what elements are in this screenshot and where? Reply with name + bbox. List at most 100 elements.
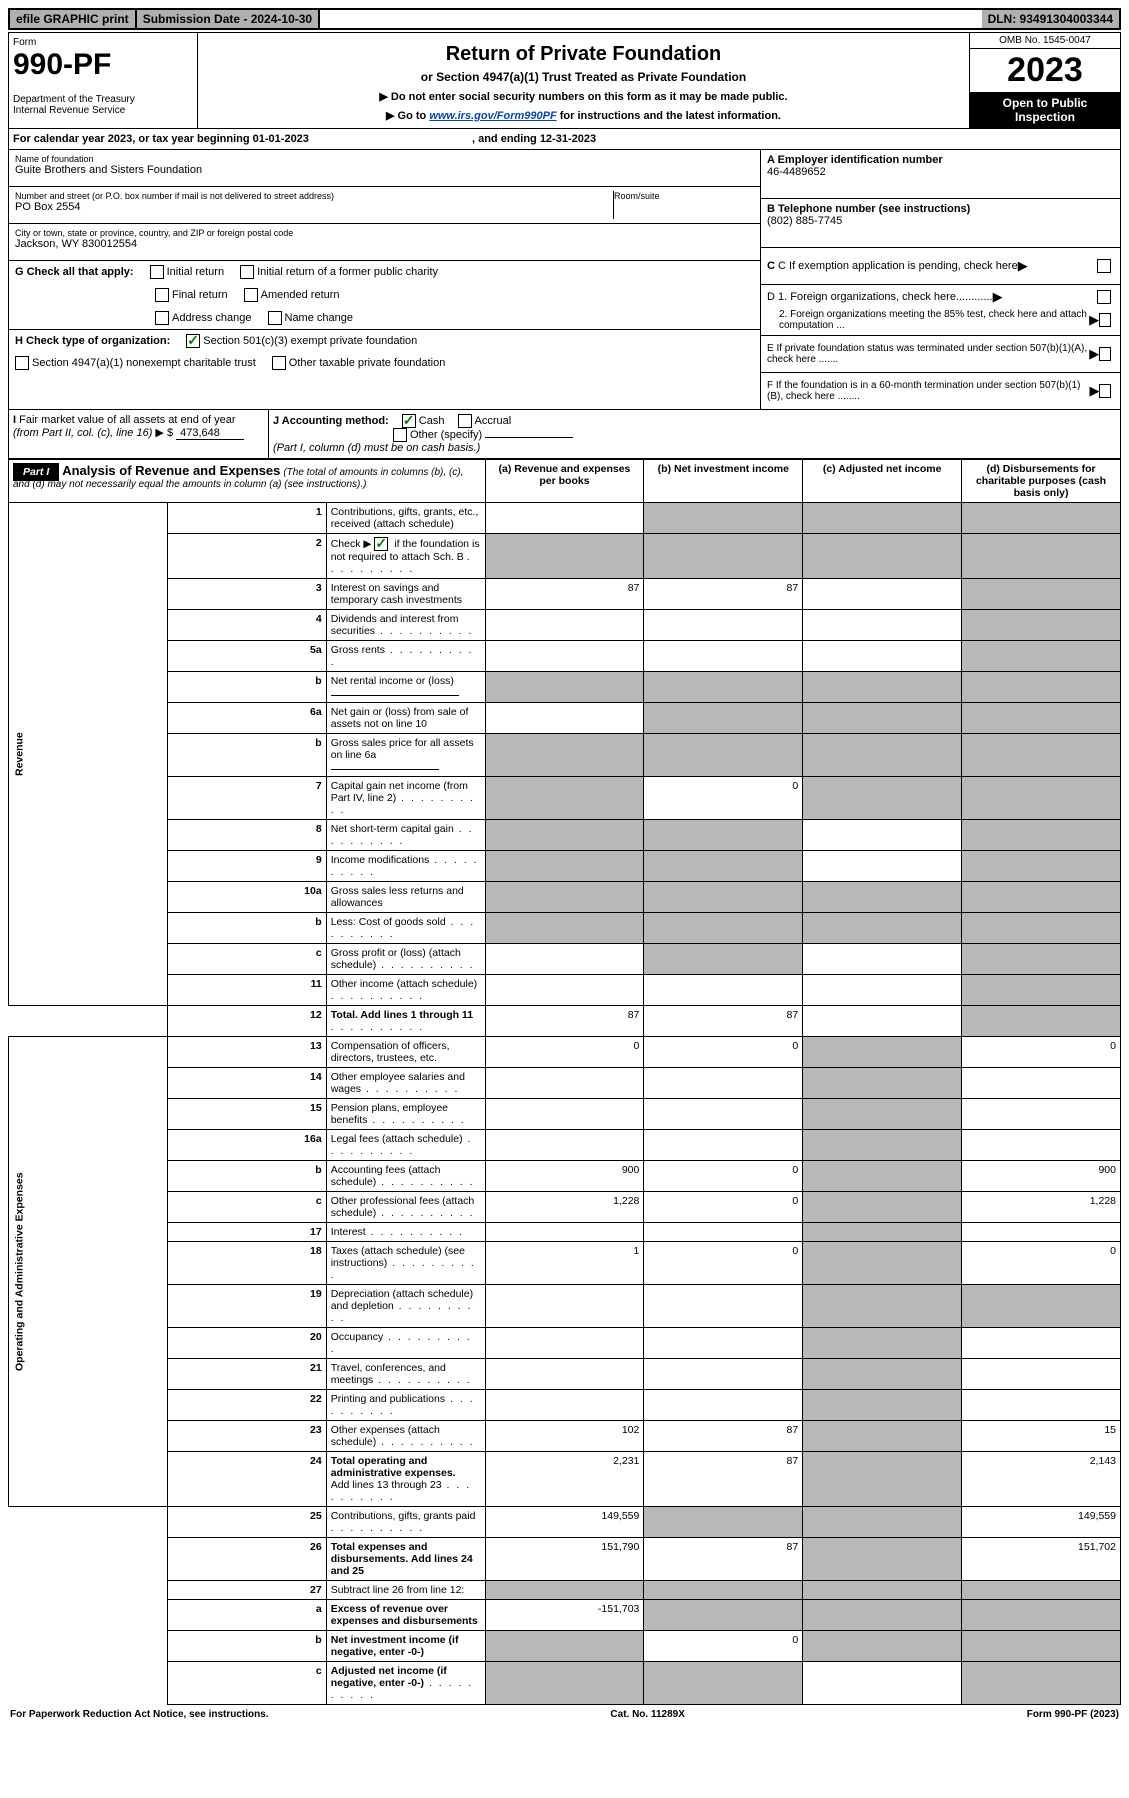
row-13: Compensation of officers, directors, tru… bbox=[326, 1037, 485, 1068]
tax-year: 2023 bbox=[970, 49, 1120, 92]
city: Jackson, WY 830012554 bbox=[15, 238, 754, 250]
footer: For Paperwork Reduction Act Notice, see … bbox=[8, 1707, 1121, 1722]
form-header: Form 990-PF Department of the Treasury I… bbox=[8, 32, 1121, 129]
col-c: (c) Adjusted net income bbox=[803, 460, 962, 503]
row-16b: Accounting fees (attach schedule) bbox=[326, 1161, 485, 1192]
row-27a: Excess of revenue over expenses and disb… bbox=[326, 1600, 485, 1631]
row-6a: Net gain or (loss) from sale of assets n… bbox=[326, 703, 485, 734]
fmv-row: I Fair market value of all assets at end… bbox=[8, 410, 1121, 459]
cb-d2[interactable] bbox=[1099, 313, 1111, 327]
dln: DLN: 93491304003344 bbox=[982, 10, 1119, 28]
phone: (802) 885-7745 bbox=[767, 215, 842, 227]
row-8: Net short-term capital gain bbox=[326, 820, 485, 851]
row-20: Occupancy bbox=[326, 1328, 485, 1359]
cb-name-change[interactable] bbox=[268, 311, 282, 325]
row-2: Check ▶ if the foundation is not require… bbox=[326, 534, 485, 579]
row-11: Other income (attach schedule) bbox=[326, 975, 485, 1006]
form-number: 990-PF bbox=[13, 48, 193, 82]
row-26: Total expenses and disbursements. Add li… bbox=[326, 1538, 485, 1581]
e-label: E If private foundation status was termi… bbox=[767, 343, 1089, 365]
cb-f[interactable] bbox=[1099, 384, 1111, 398]
row-7: Capital gain net income (from Part IV, l… bbox=[326, 777, 485, 820]
calendar-year: For calendar year 2023, or tax year begi… bbox=[8, 129, 1121, 150]
info-grid: Name of foundation Guite Brothers and Si… bbox=[8, 150, 1121, 410]
row-10b: Less: Cost of goods sold bbox=[326, 913, 485, 944]
row-18: Taxes (attach schedule) (see instruction… bbox=[326, 1242, 485, 1285]
cb-other-tax[interactable] bbox=[272, 356, 286, 370]
cb-c[interactable] bbox=[1097, 259, 1111, 273]
row-12: Total. Add lines 1 through 11 bbox=[326, 1006, 485, 1037]
row-22: Printing and publications bbox=[326, 1390, 485, 1421]
row-3: Interest on savings and temporary cash i… bbox=[326, 579, 485, 610]
row-27c: Adjusted net income (if negative, enter … bbox=[326, 1662, 485, 1705]
form-subtitle: or Section 4947(a)(1) Trust Treated as P… bbox=[204, 70, 963, 84]
col-d: (d) Disbursements for charitable purpose… bbox=[962, 460, 1121, 503]
open-inspection: Open to Public Inspection bbox=[970, 92, 1120, 128]
cb-e[interactable] bbox=[1099, 347, 1111, 361]
row-27: Subtract line 26 from line 12: bbox=[326, 1581, 485, 1600]
j-label: J Accounting method: bbox=[273, 415, 389, 427]
row-1: Contributions, gifts, grants, etc., rece… bbox=[326, 503, 485, 534]
part-title: Analysis of Revenue and Expenses bbox=[62, 463, 280, 478]
revenue-label: Revenue bbox=[9, 503, 168, 1006]
row-15: Pension plans, employee benefits bbox=[326, 1099, 485, 1130]
cb-initial-former[interactable] bbox=[240, 265, 254, 279]
row-21: Travel, conferences, and meetings bbox=[326, 1359, 485, 1390]
room-label: Room/suite bbox=[614, 191, 754, 201]
footer-mid: Cat. No. 11289X bbox=[610, 1709, 684, 1720]
row-5b: Net rental income or (loss) bbox=[326, 672, 485, 703]
submission-date: Submission Date - 2024-10-30 bbox=[135, 10, 320, 28]
cb-amended[interactable] bbox=[244, 288, 258, 302]
row-17: Interest bbox=[326, 1223, 485, 1242]
footer-right: Form 990-PF (2023) bbox=[1027, 1709, 1119, 1720]
omb: OMB No. 1545-0047 bbox=[970, 33, 1120, 49]
city-label: City or town, state or province, country… bbox=[15, 228, 754, 238]
col-a: (a) Revenue and expenses per books bbox=[485, 460, 644, 503]
row-25: Contributions, gifts, grants paid bbox=[326, 1507, 485, 1538]
cb-final[interactable] bbox=[155, 288, 169, 302]
cb-addr-change[interactable] bbox=[155, 311, 169, 325]
cb-accrual[interactable] bbox=[458, 414, 472, 428]
cb-4947[interactable] bbox=[15, 356, 29, 370]
ein-label: A Employer identification number bbox=[767, 154, 943, 166]
form-label: Form bbox=[13, 37, 193, 48]
cb-schb[interactable] bbox=[374, 537, 388, 551]
d1: D 1. Foreign organizations, check here..… bbox=[767, 291, 993, 303]
h-label: H Check type of organization: bbox=[15, 335, 170, 347]
cb-other-acct[interactable] bbox=[393, 428, 407, 442]
f-label: F If the foundation is in a 60-month ter… bbox=[767, 380, 1089, 402]
footer-left: For Paperwork Reduction Act Notice, see … bbox=[10, 1709, 269, 1720]
row-19: Depreciation (attach schedule) and deple… bbox=[326, 1285, 485, 1328]
name-label: Name of foundation bbox=[15, 154, 754, 164]
row-9: Income modifications bbox=[326, 851, 485, 882]
row-23: Other expenses (attach schedule) bbox=[326, 1421, 485, 1452]
efile-label: efile GRAPHIC print bbox=[10, 10, 135, 28]
form-title: Return of Private Foundation bbox=[204, 43, 963, 66]
addr-label: Number and street (or P.O. box number if… bbox=[15, 191, 609, 201]
cb-initial[interactable] bbox=[150, 265, 164, 279]
row-16a: Legal fees (attach schedule) bbox=[326, 1130, 485, 1161]
cash-basis-note: (Part I, column (d) must be on cash basi… bbox=[273, 442, 480, 454]
row-16c: Other professional fees (attach schedule… bbox=[326, 1192, 485, 1223]
note-2: ▶ Go to www.irs.gov/Form990PF for instru… bbox=[204, 109, 963, 122]
top-bar: efile GRAPHIC print Submission Date - 20… bbox=[8, 8, 1121, 30]
c-label: C If exemption application is pending, c… bbox=[778, 260, 1018, 272]
cb-cash[interactable] bbox=[402, 414, 416, 428]
cb-501c3[interactable] bbox=[186, 334, 200, 348]
foundation-name: Guite Brothers and Sisters Foundation bbox=[15, 164, 754, 176]
row-4: Dividends and interest from securities bbox=[326, 610, 485, 641]
row-24: Total operating and administrative expen… bbox=[326, 1452, 485, 1507]
row-5a: Gross rents bbox=[326, 641, 485, 672]
opex-label: Operating and Administrative Expenses bbox=[9, 1037, 168, 1507]
note-1: ▶ Do not enter social security numbers o… bbox=[204, 90, 963, 103]
main-table: Part I Analysis of Revenue and Expenses … bbox=[8, 459, 1121, 1705]
address: PO Box 2554 bbox=[15, 201, 609, 213]
col-b: (b) Net investment income bbox=[644, 460, 803, 503]
row-10c: Gross profit or (loss) (attach schedule) bbox=[326, 944, 485, 975]
d2: 2. Foreign organizations meeting the 85%… bbox=[767, 309, 1089, 331]
g-label: G Check all that apply: bbox=[15, 266, 134, 278]
row-14: Other employee salaries and wages bbox=[326, 1068, 485, 1099]
irs-link[interactable]: www.irs.gov/Form990PF bbox=[429, 110, 556, 122]
cb-d1[interactable] bbox=[1097, 290, 1111, 304]
dept: Department of the Treasury Internal Reve… bbox=[13, 94, 193, 116]
